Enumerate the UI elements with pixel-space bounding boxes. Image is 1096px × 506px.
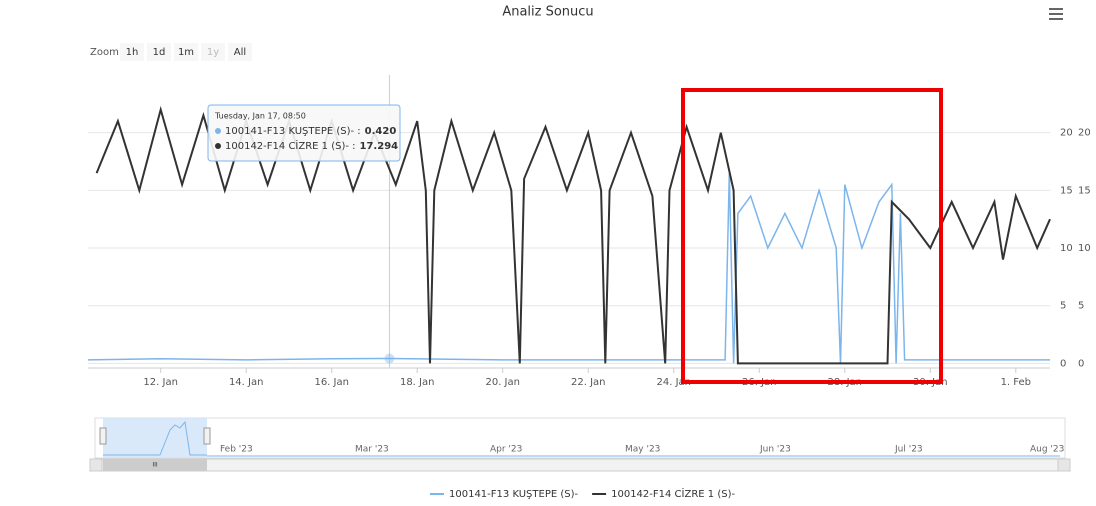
navigator-label: Feb '23 [220, 445, 253, 455]
tooltip-value: 17.294 [360, 141, 399, 152]
x-tick-label: 14. Jan [229, 377, 264, 388]
navigator-label: Mar '23 [355, 445, 389, 455]
y2-tick-label: 15 [1078, 185, 1091, 196]
zoom-button-label[interactable]: 1m [178, 47, 194, 58]
y-tick-label: 0 [1060, 358, 1066, 369]
navigator-label: Jul '23 [894, 445, 923, 455]
x-tick-label: 18. Jan [400, 377, 435, 388]
x-tick-label: 16. Jan [314, 377, 349, 388]
y-tick-label: 15 [1060, 185, 1073, 196]
y2-tick-label: 10 [1078, 243, 1091, 254]
series-line [87, 173, 1050, 364]
tooltip-value: 0.420 [365, 126, 397, 137]
tooltip-header: Tuesday, Jan 17, 08:50 [214, 112, 306, 121]
menu-icon[interactable] [1049, 8, 1063, 20]
navigator-label: May '23 [625, 445, 660, 455]
zoom-button-label[interactable]: 1h [126, 47, 139, 58]
tooltip-dot [215, 128, 221, 134]
highlight-box [681, 88, 943, 384]
hover-marker [384, 353, 395, 364]
zoom-button[interactable] [147, 43, 171, 61]
tooltip-dot [215, 143, 221, 149]
y-tick-label: 5 [1060, 301, 1066, 312]
tooltip-label: 100142-F14 CİZRE 1 (S)- : [225, 139, 356, 152]
tooltip-label: 100141-F13 KUŞTEPE (S)- : [225, 126, 361, 137]
tooltip-row: 100142-F14 CİZRE 1 (S)- : 17.294 [225, 139, 398, 152]
scrollbar-grip: III [152, 462, 158, 469]
zoom-button-label[interactable]: 1y [207, 47, 219, 58]
x-tick-label: 22. Jan [571, 377, 606, 388]
legend-label[interactable]: 100141-F13 KUŞTEPE (S)- [449, 489, 578, 500]
zoom-button[interactable] [174, 43, 198, 61]
x-tick-label: 1. Feb [1001, 377, 1031, 388]
navigator-label: Aug '23 [1030, 445, 1064, 455]
zoom-button-label[interactable]: 1d [153, 47, 166, 58]
tooltip-row: 100141-F13 KUŞTEPE (S)- : 0.420 [225, 126, 396, 137]
zoom-button[interactable] [120, 43, 144, 61]
zoom-button[interactable] [201, 43, 225, 61]
x-tick-label: 12. Jan [143, 377, 178, 388]
y-tick-label: 10 [1060, 243, 1073, 254]
y2-tick-label: 20 [1078, 128, 1091, 139]
navigator-label: Jun '23 [759, 445, 791, 455]
chart-title: Analiz Sonucu [502, 5, 593, 20]
series-line [95, 105, 1051, 365]
zoom-button-label[interactable]: All [234, 47, 246, 58]
x-tick-label: 24. Jan [657, 377, 692, 388]
zoom-label: Zoom [90, 47, 119, 58]
tooltip-box [207, 104, 401, 162]
zoom-button[interactable] [228, 43, 252, 61]
legend-label[interactable]: 100142-F14 CİZRE 1 (S)- [611, 487, 735, 500]
navigator[interactable]: Feb '23 Mar '23 Apr '23 May '23 Jun '23 Jul '… [89, 417, 1071, 472]
y2-tick-label: 5 [1078, 301, 1084, 312]
y-tick-label: 20 [1060, 128, 1073, 139]
x-tick-label: 20. Jan [485, 377, 520, 388]
navigator-label: Apr '23 [490, 445, 522, 455]
tooltip: Tuesday, Jan 17, 08:50 100141-F13 KUŞTEPE… [207, 104, 401, 162]
y2-tick-label: 0 [1078, 358, 1084, 369]
